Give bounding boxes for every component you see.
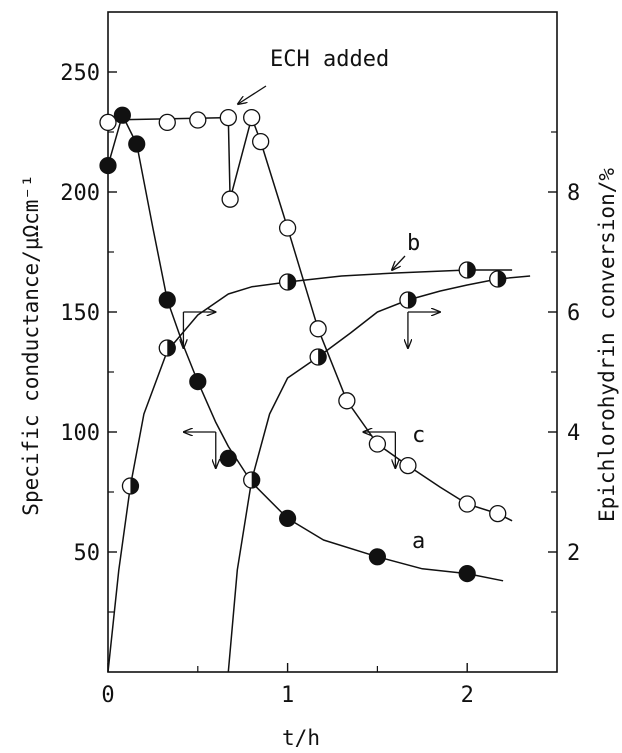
point-a	[99, 157, 117, 175]
y-right-tick-label: 6	[567, 301, 580, 326]
point-c-conversion-half	[318, 349, 327, 365]
y-left-tick-label: 250	[60, 61, 100, 86]
fitted-curves	[107, 114, 531, 673]
ech-added-pointer	[238, 85, 267, 104]
point-c	[219, 108, 237, 127]
point-a	[279, 509, 297, 528]
curve-c-conversion	[227, 275, 531, 673]
point-c-conversion-half	[251, 472, 260, 488]
y-left-tick-label: 150	[60, 301, 100, 326]
point-c	[399, 456, 417, 475]
data-points	[99, 106, 507, 583]
point-c	[189, 111, 207, 129]
point-a	[113, 106, 131, 124]
point-c	[338, 392, 356, 410]
point-c	[368, 435, 387, 453]
point-a	[189, 373, 207, 391]
point-c	[221, 190, 239, 208]
y-left-tick-label: 100	[60, 421, 100, 446]
point-c-conversion-half	[407, 292, 416, 308]
curve-label-b: b	[407, 231, 420, 256]
point-c	[243, 108, 261, 127]
curve-c	[107, 116, 513, 522]
point-c	[489, 504, 507, 523]
ech-added-annotation: ECH added	[270, 47, 389, 72]
chart-labels: t/h Specific conductance/μΩcm⁻¹ Epichlor…	[19, 47, 619, 750]
point-b-half	[287, 274, 296, 290]
point-a	[368, 548, 386, 566]
curve-a	[107, 114, 504, 582]
y-right-tick-label: 2	[567, 541, 580, 566]
y-right-tick-label: 4	[567, 421, 580, 446]
point-b-half	[467, 262, 476, 278]
y-right-tick-label: 8	[567, 181, 580, 206]
x-tick-label: 2	[461, 683, 474, 708]
point-b-half	[130, 478, 139, 494]
y-left-tick-label: 200	[60, 181, 100, 206]
plot-border	[107, 11, 558, 673]
point-c-conversion-half	[497, 271, 506, 287]
axis-indicator-arrows	[183, 85, 440, 468]
plot-frame	[107, 11, 558, 673]
point-a	[158, 291, 176, 309]
point-c	[278, 219, 297, 237]
curve-label-c: c	[412, 423, 425, 448]
point-c	[458, 495, 476, 513]
point-a	[219, 449, 237, 467]
curve-label-a: a	[412, 529, 425, 554]
point-c	[309, 320, 327, 338]
point-c	[252, 132, 270, 151]
x-tick-label: 0	[101, 683, 114, 708]
point-b-half	[167, 340, 176, 356]
y-axis-left-title: Specific conductance/μΩcm⁻¹	[19, 174, 43, 515]
point-a	[458, 564, 476, 583]
x-tick-label: 1	[281, 683, 294, 708]
y-axis-right-title: Epichlorohydrin conversion/%	[595, 168, 619, 522]
y-left-tick-label: 50	[74, 541, 101, 566]
point-a	[128, 135, 146, 153]
label-b-pointer	[392, 255, 406, 270]
x-axis-title: t/h	[282, 726, 320, 750]
point-c	[99, 113, 117, 132]
point-c	[158, 113, 176, 132]
